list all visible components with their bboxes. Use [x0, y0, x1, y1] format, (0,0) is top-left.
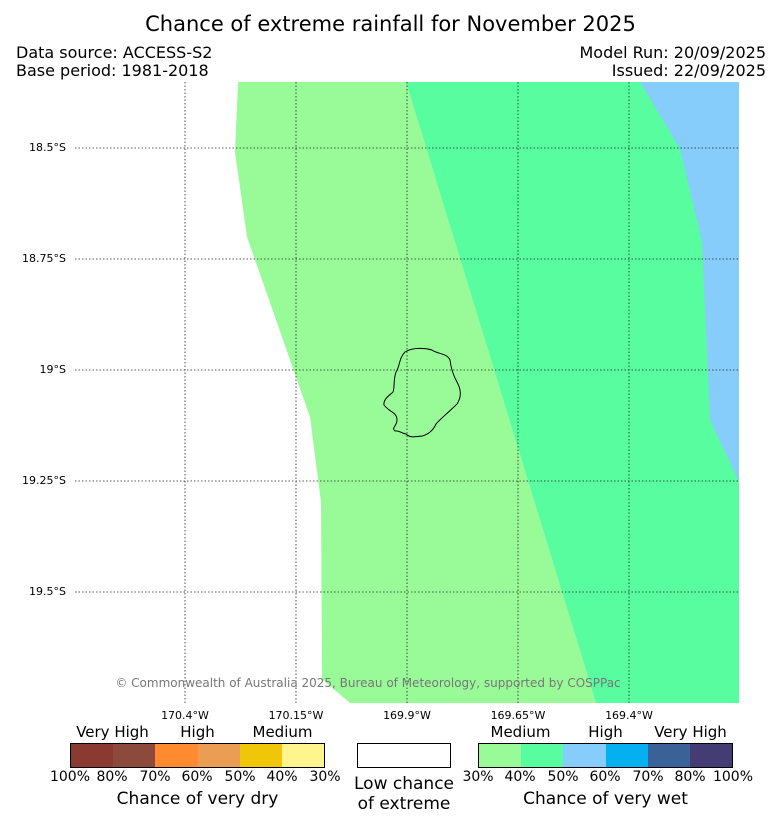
lon-label: 169.9°W — [383, 709, 431, 722]
lat-label: 19.25°S — [22, 474, 66, 487]
wet-tick: 70% — [632, 769, 664, 785]
wet-group-label: Very High — [654, 723, 727, 741]
map-title: Chance of extreme rainfall for November … — [145, 12, 636, 36]
dry-swatch — [113, 744, 156, 767]
wet-swatch — [689, 744, 733, 767]
dry-tick: 60% — [181, 769, 213, 785]
base-period: Base period: 1981-2018 — [16, 61, 209, 80]
dry-swatch — [197, 744, 240, 767]
wet-swatch — [605, 744, 648, 767]
wet-tick: 80% — [674, 769, 706, 785]
lat-label: 19.5°S — [29, 585, 66, 598]
wet-tick: 50% — [547, 769, 579, 785]
dry-tick: 70% — [139, 769, 171, 785]
island-outline — [383, 347, 461, 438]
data-source: Data source: ACCESS-S2 — [16, 43, 213, 62]
dry-tick: 50% — [224, 769, 256, 785]
lon-label: 169.4°W — [605, 709, 653, 722]
wet-swatch — [647, 744, 690, 767]
dry-swatch — [239, 744, 282, 767]
meta-right: Model Run: 20/09/2025 Issued: 22/09/2025 — [580, 44, 767, 80]
dry-swatch — [281, 744, 325, 767]
dry-group-label: Very High — [76, 723, 149, 741]
wet-tick: 30% — [462, 769, 494, 785]
dry-colorbar — [70, 743, 325, 768]
low-chance-swatch — [357, 743, 451, 768]
dry-swatch — [155, 744, 198, 767]
wet-tick: 40% — [504, 769, 536, 785]
wet-group-label: High — [588, 723, 623, 741]
dry-tick: 30% — [309, 769, 341, 785]
lat-label: 18.5°S — [29, 141, 66, 154]
wet-tick: 60% — [589, 769, 621, 785]
region-wet-high-50-60 — [640, 82, 739, 482]
lat-label: 18.75°S — [22, 252, 66, 265]
wet-swatch — [521, 744, 564, 767]
wet-title: Chance of very wet — [523, 789, 688, 809]
low-chance-line1: Low chance — [354, 774, 454, 794]
dry-tick: 80% — [96, 769, 128, 785]
meta-left: Data source: ACCESS-S2 Base period: 1981… — [16, 44, 212, 80]
region-wet-medium-40-50 — [406, 82, 739, 703]
wet-swatch — [479, 744, 522, 767]
dry-group-label: Medium — [252, 723, 313, 741]
copyright-text: © Commonwealth of Australia 2025, Bureau… — [115, 676, 620, 690]
graticule — [75, 82, 739, 703]
lon-label: 170.4°W — [161, 709, 209, 722]
low-chance-label: Low chance of extreme — [340, 774, 468, 814]
wet-swatch — [563, 744, 606, 767]
dry-title: Chance of very dry — [116, 789, 279, 809]
wet-colorbar — [478, 743, 733, 768]
dry-tick: 100% — [49, 769, 91, 785]
map-panel: © Commonwealth of Australia 2025, Bureau… — [75, 82, 739, 703]
lat-label: 19°S — [39, 363, 66, 376]
wet-tick: 100% — [712, 769, 754, 785]
model-run: Model Run: 20/09/2025 — [579, 43, 767, 62]
lon-label: 169.65°W — [490, 709, 546, 722]
region-wet-medium-30-40 — [235, 82, 596, 703]
dry-swatch — [71, 744, 114, 767]
wet-group-label: Medium — [490, 723, 551, 741]
lon-label: 170.15°W — [268, 709, 324, 722]
issued-date: Issued: 22/09/2025 — [611, 61, 766, 80]
dry-group-label: High — [180, 723, 215, 741]
low-chance-line2: of extreme — [357, 794, 451, 814]
dry-tick: 40% — [266, 769, 298, 785]
